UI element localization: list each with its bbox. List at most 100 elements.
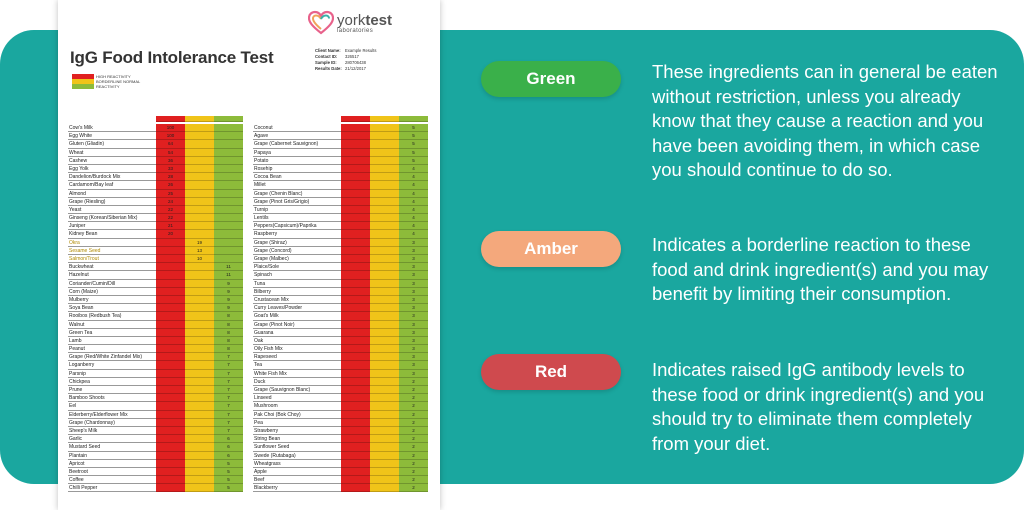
food-name: Corn (Maize) [68, 288, 156, 296]
food-name: Turnip [253, 206, 341, 215]
food-name: Swede (Rutabaga) [253, 452, 341, 460]
red-cell [341, 140, 370, 149]
red-cell [341, 148, 370, 157]
table-row: Cashew 36 [68, 156, 243, 165]
table-row: Rapeseed 3 [253, 353, 428, 362]
green-cell: 4 [399, 222, 428, 231]
table-row: Grape (Concord) 3 [253, 246, 428, 255]
food-name: Mulberry [68, 296, 156, 305]
header-amber [370, 116, 399, 122]
table-row: Wheat 54 [68, 148, 243, 157]
table-row: Spinach 3 [253, 271, 428, 280]
info-value: 326517 [345, 54, 359, 59]
left-results-table: Cow's Milk 100 Egg White 100 Gluten (Gliadin… [68, 124, 243, 493]
food-name: Chickpea [68, 378, 156, 386]
amber-cell [185, 164, 214, 174]
red-cell: 28 [156, 173, 185, 182]
red-cell [156, 287, 185, 296]
amber-cell [185, 214, 214, 223]
table-row: Chickpea 7 [68, 377, 243, 386]
food-name: Eel [68, 402, 156, 411]
green-cell: 4 [399, 181, 428, 190]
green-cell [214, 238, 243, 247]
green-cell: 2 [399, 459, 428, 468]
amber-cell [370, 312, 399, 321]
table-row: Curry Leaves/Powder 3 [253, 304, 428, 313]
amber-cell [185, 353, 214, 362]
red-cell [341, 476, 370, 485]
table-row: Swede (Rutabaga) 2 [253, 451, 428, 460]
food-name: Lentils [253, 214, 341, 223]
green-key-description: These ingredients can in general be eate… [652, 61, 998, 180]
client-info: Client Name: Example Results Contact ID: 32… [315, 48, 376, 72]
red-cell [341, 418, 370, 427]
amber-cell [370, 361, 399, 370]
table-row: Grape (Pinot Gris/Grigio) 4 [253, 197, 428, 206]
amber-cell [370, 402, 399, 411]
food-name: Spinach [253, 271, 341, 280]
table-row: Prune 7 [68, 386, 243, 395]
table-row: Tea 3 [253, 361, 428, 370]
food-name: Coriander/Cumin/Dill [68, 280, 156, 288]
amber-cell [185, 173, 214, 182]
table-row: Plaice/Sole 3 [253, 263, 428, 272]
food-name: Tuna [253, 280, 341, 288]
amber-cell [185, 263, 214, 272]
report-sheet: yorktest laboratories Client Name: Exampl… [58, 0, 440, 510]
amber-cell [370, 410, 399, 419]
green-cell: 6 [214, 435, 243, 444]
left-column-header [156, 116, 243, 122]
red-cell [341, 287, 370, 296]
green-cell: 3 [399, 304, 428, 313]
green-cell [214, 164, 243, 174]
green-cell: 11 [214, 263, 243, 272]
green-cell: 3 [399, 246, 428, 255]
food-name: Grape (Pinot Gris/Grigio) [253, 198, 341, 206]
food-name: Grape (Cabernet Sauvignon) [253, 140, 341, 149]
red-cell: 100 [156, 132, 185, 141]
table-row: Cardamom/Bay leaf 26 [68, 181, 243, 190]
green-cell: 5 [214, 459, 243, 468]
green-cell: 5 [214, 484, 243, 493]
food-name: Buckwheat [68, 263, 156, 272]
table-row: Agave 5 [253, 132, 428, 141]
food-name: Papaya [253, 149, 341, 157]
green-cell: 2 [399, 410, 428, 419]
amber-cell [370, 418, 399, 427]
red-cell [341, 132, 370, 141]
table-row: Bamboo Shoots 7 [68, 394, 243, 403]
food-name: Almond [68, 190, 156, 198]
amber-cell [370, 435, 399, 444]
food-name: Curry Leaves/Powder [253, 304, 341, 313]
amber-cell [185, 222, 214, 231]
info-key: Sample ID: [315, 60, 337, 65]
green-cell [214, 140, 243, 149]
red-cell [156, 295, 185, 305]
document-title: IgG Food Intolerance Test [70, 48, 274, 67]
red-cell [341, 459, 370, 468]
food-name: Peppers(Capsicum)/Paprika [253, 222, 341, 231]
food-name: Wheatgrass [253, 460, 341, 468]
table-row: Chilli Pepper 5 [68, 484, 243, 493]
header-red [156, 116, 185, 122]
food-name: Salmon/Trout [68, 255, 156, 264]
table-row: Grape (Pinot Noir) 3 [253, 320, 428, 329]
food-name: Yeast [68, 206, 156, 215]
table-row: Apricot 5 [68, 459, 243, 468]
food-name: Chilli Pepper [68, 484, 156, 493]
amber-cell: 19 [185, 238, 214, 247]
food-name: Egg White [68, 132, 156, 141]
green-key-badge: Green [481, 61, 621, 97]
food-name: Garlic [68, 435, 156, 444]
amber-cell [185, 410, 214, 419]
table-row: Lamb 8 [68, 336, 243, 346]
green-cell: 3 [399, 271, 428, 280]
header-amber [185, 116, 214, 122]
green-cell: 3 [399, 320, 428, 329]
green-cell: 8 [214, 345, 243, 354]
table-row: Almond 25 [68, 189, 243, 198]
green-cell: 3 [399, 361, 428, 370]
red-cell [341, 189, 370, 198]
green-cell: 2 [399, 435, 428, 444]
amber-cell [185, 369, 214, 378]
